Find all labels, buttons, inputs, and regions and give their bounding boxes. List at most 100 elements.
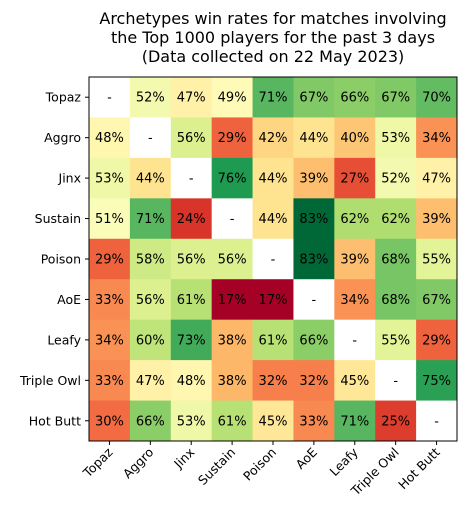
heatmap-cell — [89, 157, 131, 199]
x-tick-label: Aggro — [120, 445, 157, 482]
heatmap-cell — [170, 198, 213, 240]
x-tick-label: Sustain — [195, 445, 238, 488]
heatmap-cell — [375, 319, 417, 361]
cell-value-label: 60% — [136, 333, 165, 348]
cell-value-label: 68% — [381, 253, 410, 268]
cell-value-label: 67% — [422, 293, 451, 308]
heatmap-cell — [129, 360, 172, 402]
cell-value-label: 76% — [218, 172, 247, 187]
heatmap-cell — [334, 400, 376, 442]
y-tick-label: Triple Owl — [19, 373, 81, 388]
cell-value-label: 71% — [340, 414, 369, 429]
cell-value-label: 55% — [381, 333, 410, 348]
heatmap-cell — [334, 238, 376, 280]
cell-value-label: 56% — [177, 253, 206, 268]
heatmap-cell — [89, 319, 131, 361]
cell-value-label: 66% — [136, 414, 165, 429]
cell-value-label: 39% — [299, 172, 328, 187]
cell-value-label: 56% — [218, 253, 247, 268]
heatmap-cell — [211, 238, 254, 280]
cell-value-label: 49% — [218, 91, 247, 106]
cell-value-label: 83% — [299, 212, 328, 227]
cell-value-label: 61% — [259, 333, 288, 348]
heatmap-cell — [293, 360, 335, 402]
heatmap-cell — [293, 238, 335, 280]
cell-value-label: 52% — [381, 172, 410, 187]
heatmap-cell — [211, 400, 254, 442]
heatmap-cell — [170, 117, 213, 159]
heatmap-cell — [252, 117, 294, 159]
x-tick-label: Hot Butt — [395, 444, 443, 492]
heatmap-cell — [89, 238, 131, 280]
heatmap-cell — [252, 77, 294, 118]
cell-value-label: 71% — [136, 212, 165, 227]
cell-value-label: 70% — [422, 91, 451, 106]
cell-value-label: 32% — [299, 374, 328, 389]
heatmap-cell — [416, 117, 458, 159]
heatmap-cell — [211, 360, 254, 402]
y-tick-label: Sustain — [35, 211, 81, 226]
chart-title-line-3: (Data collected on 22 May 2023) — [142, 47, 405, 66]
heatmap-cell — [334, 117, 376, 159]
cell-value-label: - — [230, 212, 235, 227]
chart-title: Archetypes win rates for matches involvi… — [99, 9, 446, 66]
x-tick-label: AoE — [293, 444, 321, 472]
cell-labels: - 52% 47% 49% 71% 67% 66% 67% 70% 48% - 56% 29% 42% 44… — [95, 91, 451, 430]
heatmap-cell — [416, 238, 458, 280]
heatmap-cell — [89, 400, 131, 442]
cell-value-label: 33% — [95, 293, 124, 308]
cell-value-label: 44% — [136, 172, 165, 187]
cell-value-label: 38% — [218, 374, 247, 389]
heatmap-cell — [416, 400, 458, 442]
heatmap-cell — [170, 400, 213, 442]
cell-value-label: 17% — [218, 293, 247, 308]
cell-value-label: 29% — [218, 131, 247, 146]
cell-value-label: 55% — [422, 253, 451, 268]
heatmap-cell — [416, 360, 458, 402]
heatmap-cell — [211, 157, 254, 199]
cell-value-label: 34% — [95, 333, 124, 348]
cell-value-label: 66% — [340, 91, 369, 106]
cell-value-label: 47% — [422, 172, 451, 187]
heatmap-cell — [89, 198, 131, 240]
cell-value-label: 67% — [381, 91, 410, 106]
heatmap-cell — [252, 360, 294, 402]
heatmap-cell — [89, 279, 131, 321]
cell-value-label: 33% — [299, 414, 328, 429]
heatmap-cell — [211, 198, 254, 240]
heatmap-cell — [129, 319, 172, 361]
cell-value-label: 44% — [299, 131, 328, 146]
cell-value-label: 66% — [299, 333, 328, 348]
heatmap-cell — [375, 279, 417, 321]
heatmap-cell — [334, 279, 376, 321]
heatmap-cell — [375, 77, 417, 118]
cell-value-label: 53% — [177, 414, 206, 429]
cell-value-label: 42% — [259, 131, 288, 146]
heatmap-cell — [211, 117, 254, 159]
cell-value-label: - — [352, 333, 357, 348]
heatmap-cell — [293, 157, 335, 199]
heatmap-cell — [170, 279, 213, 321]
cell-value-label: 27% — [340, 172, 369, 187]
heatmap-cell — [211, 319, 254, 361]
cell-value-label: 45% — [340, 374, 369, 389]
cell-value-label: 47% — [136, 374, 165, 389]
heatmap-cell — [252, 198, 294, 240]
heatmap-cell — [334, 77, 376, 118]
cell-value-label: 61% — [218, 414, 247, 429]
cell-value-label: - — [189, 172, 194, 187]
heatmap-cell — [375, 238, 417, 280]
cell-value-label: 75% — [422, 374, 451, 389]
cell-value-label: 44% — [259, 172, 288, 187]
chart-title-line-2: the Top 1000 players for the past 3 days — [111, 28, 435, 47]
y-tick-label: Aggro — [44, 130, 81, 145]
heatmap-cell — [416, 157, 458, 199]
cell-value-label: 52% — [136, 91, 165, 106]
cell-value-label: 71% — [259, 91, 288, 106]
cell-value-label: 29% — [422, 333, 451, 348]
heatmap-cell — [89, 117, 131, 159]
y-tick-label: Topaz — [45, 90, 82, 105]
cell-value-label: 34% — [422, 131, 451, 146]
heatmap-cell — [170, 238, 213, 280]
